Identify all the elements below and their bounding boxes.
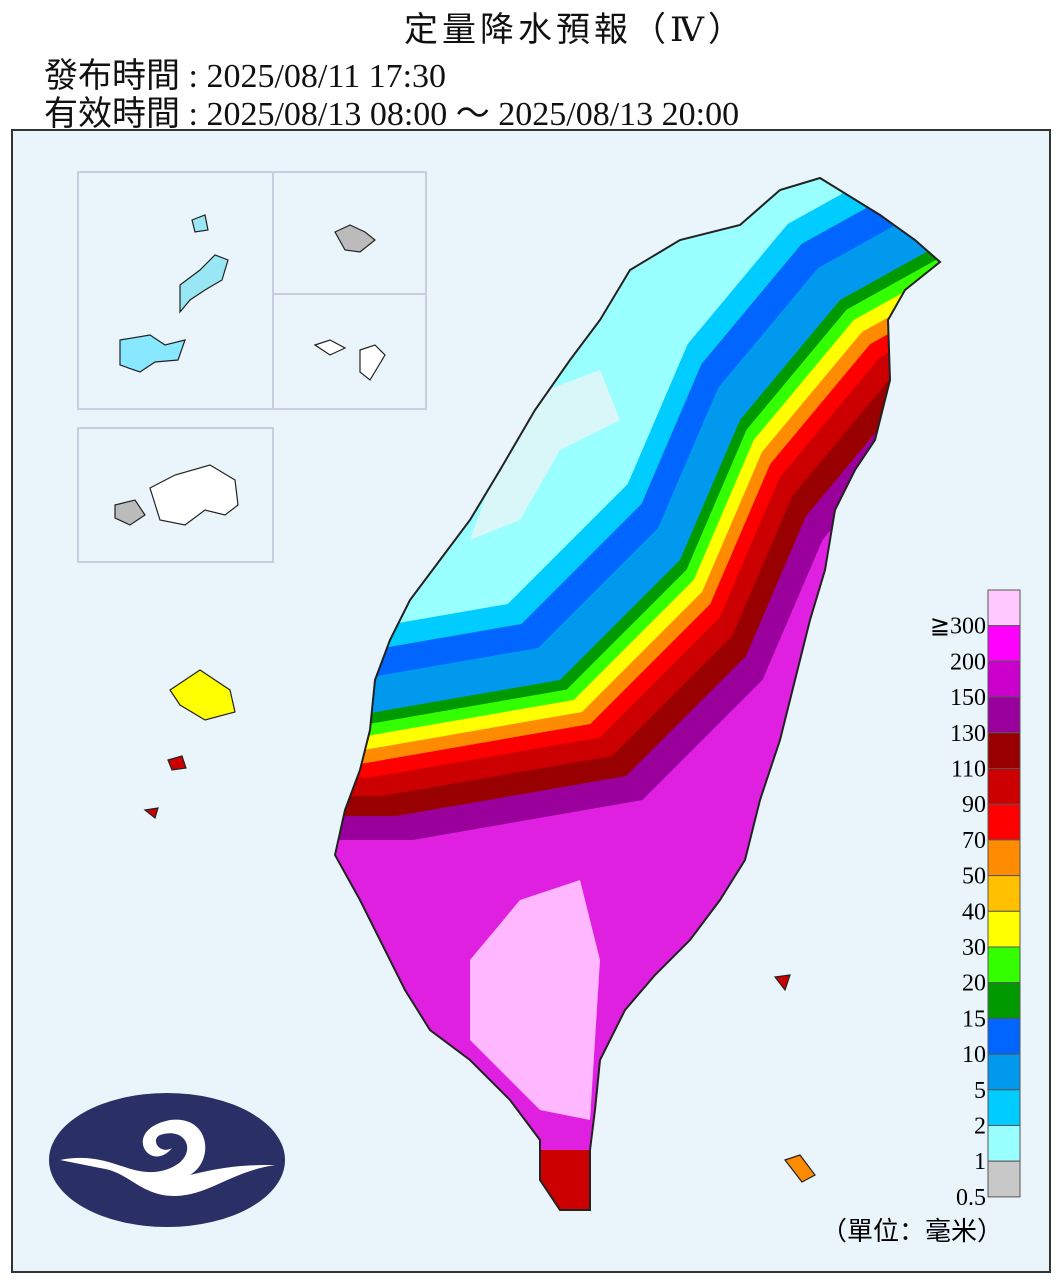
legend-label: 150	[950, 685, 986, 711]
legend-swatch	[987, 660, 1021, 698]
legend-label: 50	[962, 864, 986, 890]
legend-swatch	[987, 696, 1021, 734]
legend-swatch	[987, 589, 1021, 627]
legend-label: 5	[974, 1078, 986, 1104]
legend: ≧300 200 150 130 110 90 70 50 40 30 20 15 10 5 2 1 0.5	[930, 589, 1021, 1211]
legend-swatch	[987, 1089, 1021, 1127]
legend-label: 130	[950, 721, 986, 747]
legend-swatch	[987, 803, 1021, 841]
legend-swatch	[987, 1053, 1021, 1091]
legend-label: 40	[962, 899, 986, 925]
legend-label: 110	[951, 757, 986, 783]
inset-islands	[114, 214, 816, 1183]
unit-label: （單位：毫米）	[821, 1217, 1003, 1246]
legend-swatch	[987, 625, 1021, 662]
legend-label: 20	[962, 971, 986, 997]
legend-swatch	[987, 910, 1021, 948]
valid-time: 有效時間 : 2025/08/13 08:00 ～ 2025/08/13 20:…	[44, 96, 740, 133]
legend-swatch	[987, 1160, 1021, 1198]
legend-swatch	[987, 768, 1021, 805]
legend-label: 30	[962, 935, 986, 961]
legend-label: 200	[950, 649, 986, 675]
insets	[77, 171, 427, 563]
issue-time: 發布時間 : 2025/08/11 17:30	[44, 58, 447, 95]
legend-swatch	[987, 1017, 1021, 1055]
legend-label: ≧300	[930, 614, 986, 640]
legend-swatch	[987, 946, 1021, 984]
legend-label: 2	[974, 1114, 986, 1140]
legend-label: 15	[962, 1006, 986, 1032]
legend-swatch	[987, 875, 1021, 912]
legend-swatch	[987, 732, 1021, 769]
logo	[49, 1093, 285, 1227]
legend-label: 10	[962, 1042, 986, 1068]
legend-swatch	[987, 839, 1021, 877]
legend-swatch	[987, 1125, 1021, 1162]
legend-label: 70	[962, 828, 986, 854]
legend-label: 0.5	[956, 1185, 986, 1211]
legend-swatch	[987, 982, 1021, 1019]
legend-label: 90	[962, 792, 986, 818]
legend-label: 1	[974, 1149, 986, 1175]
title: 定量降水預報（Ⅳ）	[404, 12, 746, 49]
